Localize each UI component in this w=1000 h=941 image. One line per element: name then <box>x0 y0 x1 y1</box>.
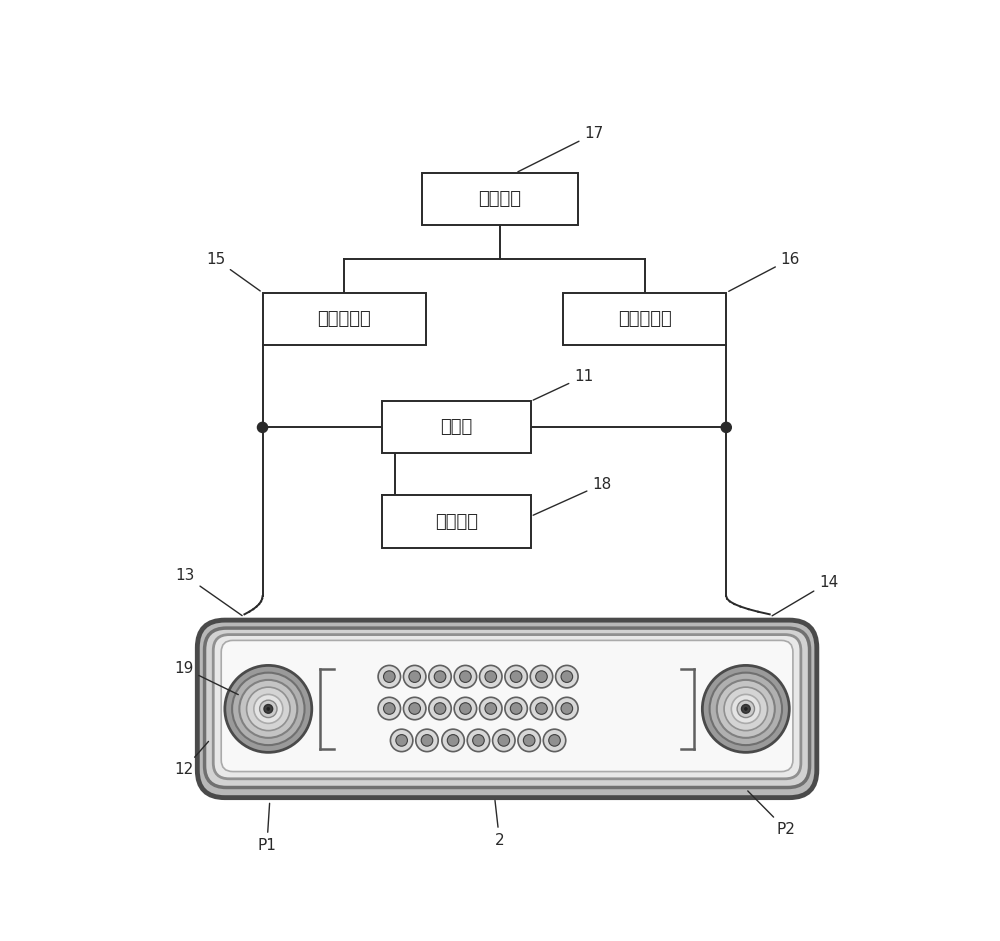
Circle shape <box>378 665 401 688</box>
Text: 2: 2 <box>495 801 504 848</box>
Text: 显示单元: 显示单元 <box>435 513 478 531</box>
Bar <box>563 293 726 344</box>
Circle shape <box>505 697 527 720</box>
Circle shape <box>717 680 775 738</box>
Text: 19: 19 <box>174 661 238 694</box>
Circle shape <box>556 697 578 720</box>
Circle shape <box>710 673 782 745</box>
Circle shape <box>409 703 420 714</box>
Circle shape <box>731 694 760 724</box>
Circle shape <box>485 671 497 682</box>
Text: 17: 17 <box>518 126 603 172</box>
Circle shape <box>485 703 497 714</box>
Circle shape <box>434 671 446 682</box>
Circle shape <box>480 665 502 688</box>
Circle shape <box>396 735 407 746</box>
Circle shape <box>510 671 522 682</box>
Text: 18: 18 <box>533 477 611 516</box>
Circle shape <box>225 665 312 753</box>
Circle shape <box>232 673 305 745</box>
Circle shape <box>530 697 553 720</box>
Circle shape <box>267 708 270 710</box>
Circle shape <box>721 423 731 433</box>
Bar <box>382 496 531 548</box>
Bar <box>382 401 531 454</box>
FancyBboxPatch shape <box>197 620 817 798</box>
Circle shape <box>737 700 755 718</box>
Circle shape <box>239 680 297 738</box>
Circle shape <box>403 665 426 688</box>
Text: 16: 16 <box>729 251 800 292</box>
Text: 控制器: 控制器 <box>440 419 472 437</box>
Circle shape <box>543 729 566 752</box>
Circle shape <box>264 705 273 713</box>
Circle shape <box>378 697 401 720</box>
Bar <box>263 293 426 344</box>
Circle shape <box>447 735 459 746</box>
Circle shape <box>549 735 560 746</box>
Circle shape <box>429 665 451 688</box>
Text: 12: 12 <box>174 742 209 777</box>
Circle shape <box>421 735 433 746</box>
Circle shape <box>480 697 502 720</box>
Circle shape <box>434 703 446 714</box>
Circle shape <box>556 665 578 688</box>
Circle shape <box>493 729 515 752</box>
Text: 报警单元: 报警单元 <box>478 190 521 208</box>
Circle shape <box>384 671 395 682</box>
Text: P2: P2 <box>748 791 795 837</box>
Circle shape <box>702 665 789 753</box>
Text: 第二比较器: 第二比较器 <box>618 310 672 327</box>
Circle shape <box>260 700 277 718</box>
Circle shape <box>384 703 395 714</box>
FancyBboxPatch shape <box>213 634 801 779</box>
Circle shape <box>442 729 464 752</box>
FancyBboxPatch shape <box>205 628 810 788</box>
Circle shape <box>724 687 768 730</box>
Text: 第一比较器: 第一比较器 <box>317 310 371 327</box>
Circle shape <box>473 735 484 746</box>
Circle shape <box>403 697 426 720</box>
Circle shape <box>257 423 268 433</box>
Circle shape <box>247 687 290 730</box>
Circle shape <box>505 665 527 688</box>
Circle shape <box>536 703 547 714</box>
Text: P1: P1 <box>257 804 276 853</box>
Circle shape <box>523 735 535 746</box>
Text: 13: 13 <box>176 568 242 615</box>
Circle shape <box>454 665 477 688</box>
Circle shape <box>530 665 553 688</box>
Circle shape <box>518 729 540 752</box>
Circle shape <box>254 694 283 724</box>
Circle shape <box>561 703 573 714</box>
Text: 15: 15 <box>206 251 260 291</box>
Bar <box>422 173 578 225</box>
Circle shape <box>460 703 471 714</box>
Circle shape <box>744 708 747 710</box>
Circle shape <box>416 729 438 752</box>
Circle shape <box>409 671 420 682</box>
Circle shape <box>460 671 471 682</box>
Circle shape <box>390 729 413 752</box>
Circle shape <box>467 729 490 752</box>
Circle shape <box>429 697 451 720</box>
Text: 11: 11 <box>533 369 593 400</box>
FancyBboxPatch shape <box>221 641 793 772</box>
Text: 14: 14 <box>772 575 838 615</box>
Circle shape <box>498 735 510 746</box>
Circle shape <box>536 671 547 682</box>
Circle shape <box>741 705 750 713</box>
Circle shape <box>510 703 522 714</box>
Circle shape <box>454 697 477 720</box>
Circle shape <box>561 671 573 682</box>
